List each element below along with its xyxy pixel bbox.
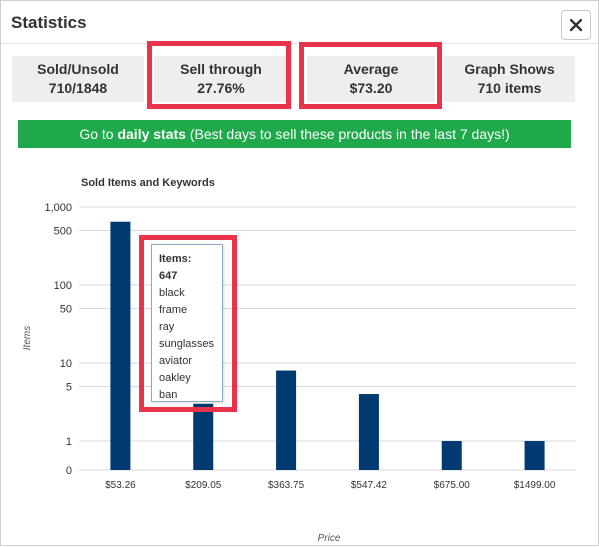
bar	[524, 441, 545, 470]
daily-stats-link-text[interactable]: daily stats	[117, 126, 186, 142]
stat-graph-shows: Graph Shows 710 items	[444, 56, 575, 102]
bar	[441, 441, 462, 470]
chart-tooltip: Items: 647 black frame ray sunglasses av…	[151, 244, 223, 402]
stat-label: Sold/Unsold	[37, 61, 119, 77]
daily-stats-link[interactable]: Go to daily stats (Best days to sell the…	[18, 120, 571, 148]
x-tick-label: $209.05	[185, 480, 222, 491]
y-tick-label: 50	[60, 303, 72, 315]
y-tick-label: 0	[66, 465, 72, 477]
y-tick-label: 500	[54, 225, 72, 237]
tooltip-keyword: frame	[159, 304, 188, 316]
x-tick-label: $53.26	[105, 480, 136, 491]
tooltip-count: 647	[159, 270, 178, 282]
stat-sold-unsold: Sold/Unsold 710/1848	[12, 56, 144, 102]
stat-average: Average $73.20	[307, 56, 435, 102]
x-tick-label: $547.42	[351, 480, 388, 491]
close-icon	[570, 19, 582, 31]
stat-label: Average	[343, 61, 399, 77]
bar	[276, 370, 297, 470]
tooltip-keyword: aviator	[159, 355, 193, 367]
y-tick-label: 10	[60, 358, 72, 370]
tooltip-title: Items:	[159, 253, 192, 265]
stat-value: 710/1848	[48, 80, 108, 96]
y-tick-label: 100	[54, 280, 72, 292]
stat-value: $73.20	[349, 80, 393, 96]
tooltip-keyword: ray	[159, 321, 175, 333]
tooltip-keyword: oakley	[159, 372, 191, 384]
x-tick-label: $1499.00	[514, 480, 556, 491]
tooltip-keyword: black	[159, 287, 185, 299]
bar	[110, 221, 131, 470]
bar	[193, 403, 214, 470]
bar	[358, 394, 379, 470]
tooltip-keyword: ban	[159, 389, 178, 401]
stat-sell-through: Sell through 27.76%	[154, 56, 288, 102]
dialog-title: Statistics	[11, 13, 87, 32]
stat-value: 27.76%	[197, 80, 245, 96]
close-button[interactable]	[561, 10, 591, 40]
stat-value: 710 items	[477, 80, 542, 96]
y-tick-label: 1	[66, 436, 72, 448]
y-axis-label: Items	[22, 326, 33, 350]
stat-label: Sell through	[180, 61, 262, 77]
chart-title: Sold Items and Keywords	[81, 177, 215, 189]
y-tick-label: 1,000	[44, 202, 72, 214]
daily-stats-suffix: (Best days to sell these products in the…	[185, 126, 510, 142]
y-tick-label: 5	[66, 381, 72, 393]
stat-label: Graph Shows	[464, 61, 555, 77]
x-tick-label: $675.00	[434, 480, 471, 491]
x-axis-label: Price	[318, 533, 341, 544]
daily-stats-prefix: Go to	[79, 126, 118, 142]
title-divider	[1, 43, 598, 44]
x-tick-label: $363.75	[268, 480, 305, 491]
tooltip-keyword: sunglasses	[159, 338, 215, 350]
